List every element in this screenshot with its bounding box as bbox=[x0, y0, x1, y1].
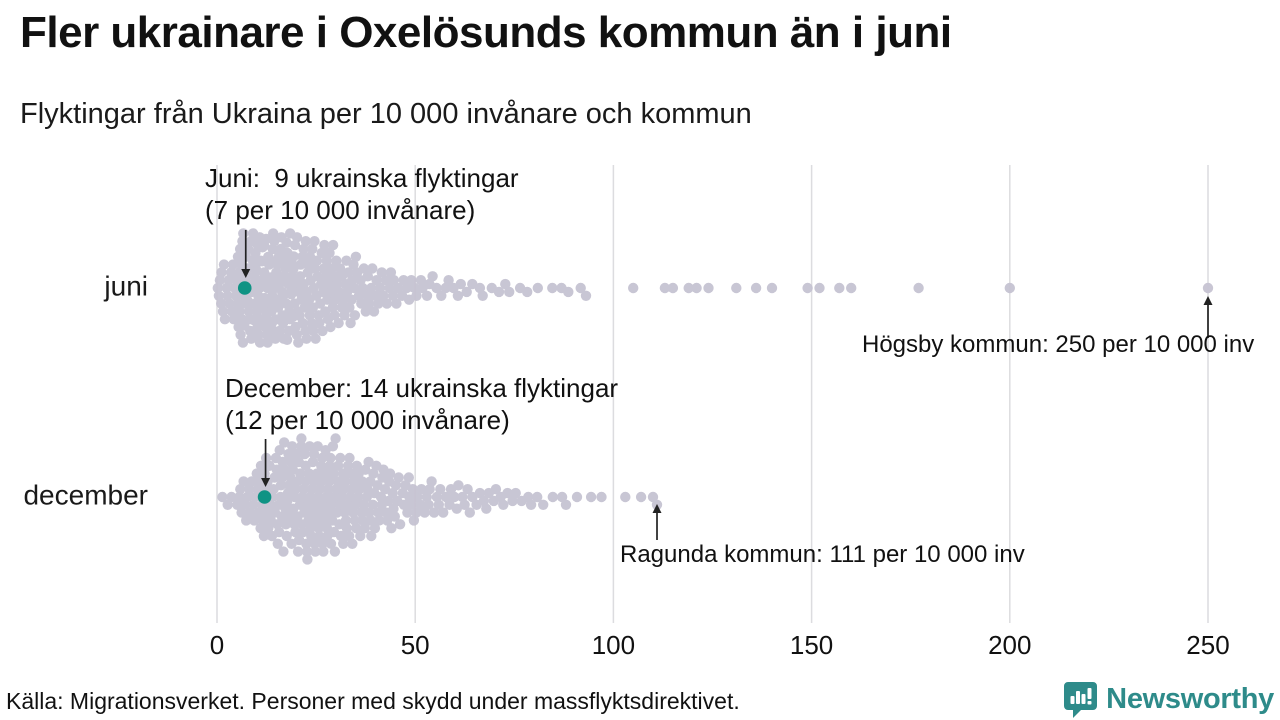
annotation-juni-line1: Juni: 9 ukrainska flyktingar bbox=[205, 163, 519, 193]
x-tick-150: 150 bbox=[789, 630, 834, 660]
x-tick-50: 50 bbox=[400, 630, 430, 660]
row-label-december: december bbox=[23, 479, 148, 511]
newsworthy-logo: Newsworthy bbox=[1063, 681, 1274, 718]
annotation-juni-highlight: Juni: 9 ukrainska flyktingar (7 per 10 0… bbox=[205, 162, 519, 226]
chart-title: Fler ukrainare i Oxelösunds kommun än i … bbox=[20, 8, 952, 57]
newsworthy-wordmark: Newsworthy bbox=[1106, 683, 1274, 715]
annotation-hogsby: Högsby kommun: 250 per 10 000 inv bbox=[862, 331, 1255, 358]
newsworthy-icon bbox=[1064, 682, 1098, 718]
x-tick-200: 200 bbox=[988, 630, 1032, 660]
x-tick-100: 100 bbox=[591, 630, 636, 660]
annotation-december-line1: December: 14 ukrainska flyktingar bbox=[225, 373, 619, 403]
annotation-december-line2: (12 per 10 000 invånare) bbox=[225, 405, 510, 435]
annotation-juni-line2: (7 per 10 000 invånare) bbox=[205, 195, 476, 225]
x-tick-0: 0 bbox=[209, 630, 225, 660]
source-note: Källa: Migrationsverket. Personer med sk… bbox=[6, 688, 740, 714]
row-label-juni: juni bbox=[104, 270, 148, 302]
annotation-december-highlight: December: 14 ukrainska flyktingar (12 pe… bbox=[225, 372, 618, 436]
chart-subtitle: Flyktingar från Ukraina per 10 000 invån… bbox=[20, 98, 752, 130]
x-tick-250: 250 bbox=[1186, 630, 1230, 660]
annotation-ragunda: Ragunda kommun: 111 per 10 000 inv bbox=[620, 541, 1025, 568]
